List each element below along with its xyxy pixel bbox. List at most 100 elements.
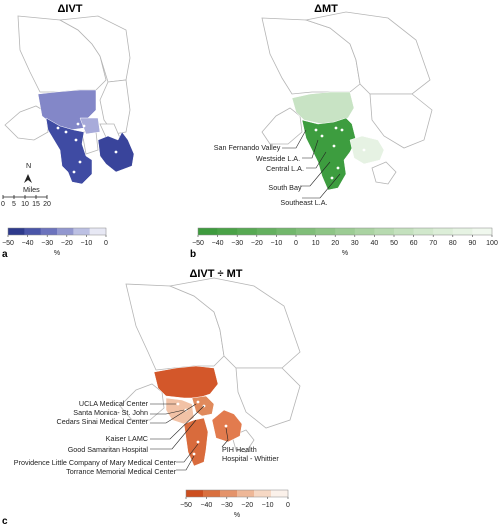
scale-swatch [186, 490, 204, 497]
scale-swatch [57, 228, 74, 235]
label-torrance-memorial: Torrance Memorial Medical Center [66, 467, 176, 476]
scale-unit-label: % [342, 250, 348, 257]
label-pih-health: PIH Health [222, 445, 257, 454]
scale-unit-label: % [234, 512, 240, 519]
scale-tick-label: −40 [22, 240, 34, 247]
north-label: N [26, 161, 31, 170]
region-a-center-light [79, 117, 101, 135]
region-south-white [371, 161, 397, 185]
panel-b: ΔMT San Fernando Valley Westsid [190, 3, 498, 260]
miles-label: Miles [23, 185, 40, 194]
scale-swatch [40, 228, 58, 235]
scale-unit-label: % [54, 250, 60, 257]
scale-tick-label: 0 [286, 502, 290, 509]
label-good-samaritan: Good Samaritan Hospital [68, 445, 149, 454]
panel-b-color-scale: −50 −40 −30 −20 −10 0 10 20 30 40 50 60 70 80 90 100% [192, 227, 498, 257]
region-c-south [183, 417, 209, 467]
panel-c-map [119, 277, 301, 453]
panel-b-region-labels: San Fernando Valley Westside L.A. Centra… [214, 143, 328, 207]
panel-a-map [4, 15, 131, 155]
panel-c-color-scale: −50 −40 −30 −20 −10 0% [180, 489, 290, 519]
region-a-south [45, 117, 93, 185]
scale-swatch [271, 490, 289, 497]
panel-c-leader-lines [150, 403, 229, 471]
label-san-fernando-valley: San Fernando Valley [214, 143, 281, 152]
panel-b-title: ΔMT [314, 3, 338, 15]
scale-swatch [276, 228, 297, 235]
panel-a-title: ΔIVT [57, 3, 82, 15]
scale-swatch [256, 228, 277, 235]
miles-tick: 20 [43, 201, 51, 208]
panel-b-letter: b [190, 249, 196, 260]
scale-tick-label: 60 [410, 240, 418, 247]
panel-a-color-scale: −50 −40 −30 −20 −10 0% [2, 227, 108, 257]
panel-b-leader-lines [282, 129, 341, 199]
scale-tick-label: 0 [104, 240, 108, 247]
label-south-bay: South Bay [268, 183, 302, 192]
scale-tick-label: −10 [270, 240, 282, 247]
scale-border [7, 227, 107, 236]
scale-tick-label: 30 [351, 240, 359, 247]
scale-border [185, 489, 289, 498]
region-coast-west [261, 107, 303, 145]
label-westside-la: Westside L.A. [256, 154, 300, 163]
miles-tick: 0 [1, 201, 5, 208]
miles-tick: 15 [32, 201, 40, 208]
scale-swatch [374, 228, 395, 235]
region-b-north [291, 91, 355, 125]
scale-tick-label: −20 [251, 240, 263, 247]
scale-tick-label: −50 [192, 240, 204, 247]
scale-tick-label: 0 [294, 240, 298, 247]
miles-scalebar [2, 195, 48, 199]
region-east [99, 79, 131, 135]
scale-tick-label: −50 [2, 240, 14, 247]
scale-tick-label: 40 [371, 240, 379, 247]
panel-a: ΔIVT N Miles [1, 3, 135, 260]
scale-tick-label: −40 [200, 502, 212, 509]
scale-swatch [24, 228, 41, 235]
miles-tick: 10 [21, 201, 29, 208]
scale-tick-label: −20 [61, 240, 73, 247]
scale-swatch [237, 490, 255, 497]
panel-a-letter: a [2, 249, 8, 260]
scale-border [197, 227, 493, 236]
region-east-large [369, 93, 433, 149]
label-central-la: Central L.A. [266, 164, 304, 173]
scale-tick-label: −20 [241, 502, 253, 509]
panel-c-letter: c [2, 516, 8, 527]
scale-tick-label: −40 [212, 240, 224, 247]
region-b-east-light [349, 135, 385, 165]
panel-c-title: ΔIVT ÷ MT [189, 268, 242, 280]
scale-swatch [8, 228, 25, 235]
panel-c-hospital-labels: UCLA Medical Center Santa Monica- St. Jo… [14, 399, 280, 476]
scale-tick-label: −10 [262, 502, 274, 509]
panel-c: ΔIVT ÷ MT [2, 268, 301, 527]
scale-tick-label: −30 [41, 240, 53, 247]
label-ucla-medical-center: UCLA Medical Center [79, 399, 149, 408]
scale-swatch [354, 228, 375, 235]
scale-tick-label: 20 [331, 240, 339, 247]
scale-swatch [254, 490, 272, 497]
scale-swatch [296, 228, 316, 235]
scale-tick-label: 70 [429, 240, 437, 247]
scale-swatch [198, 228, 218, 235]
north-arrow-icon [24, 174, 32, 183]
scale-tick-label: 10 [312, 240, 320, 247]
panel-b-map [261, 11, 433, 185]
scale-swatch [452, 228, 473, 235]
scale-tick-label: 100 [486, 240, 498, 247]
label-hospital-whittier: Hospital - Whittier [222, 454, 279, 463]
label-southeast-la: Southeast L.A. [280, 198, 327, 207]
scale-tick-label: −50 [180, 502, 192, 509]
scale-swatch [433, 228, 454, 235]
scale-swatch [237, 228, 258, 235]
scale-tick-label: −30 [221, 502, 233, 509]
scale-tick-label: 50 [390, 240, 398, 247]
scale-swatch [220, 490, 238, 497]
region-b-main [301, 117, 357, 191]
scale-swatch [315, 228, 336, 235]
label-providence-little-company: Providence Little Company of Mary Medica… [14, 458, 177, 467]
panel-a-compass: N Miles 0 5 10 15 20 [1, 161, 51, 208]
label-kaiser-lamc: Kaiser LAMC [106, 434, 148, 443]
